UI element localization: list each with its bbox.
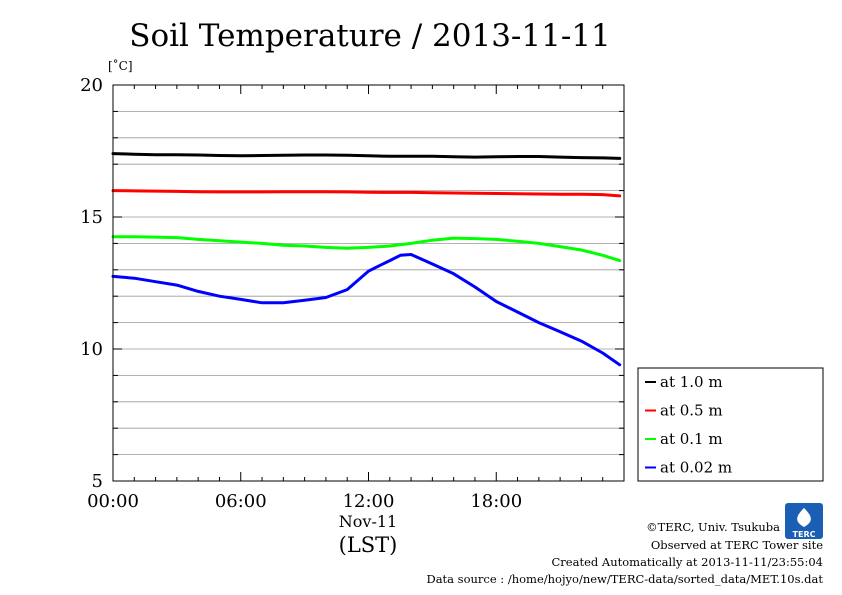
grid-lines: [113, 111, 624, 456]
legend-label: at 0.5 m: [660, 402, 723, 420]
credit-created: Created Automatically at 2013-11-11/23:5…: [552, 555, 824, 569]
date-label: Nov-11: [339, 512, 397, 531]
credit-source: Data source : /home/hojyo/new/TERC-data/…: [426, 572, 823, 586]
x-tick-label: 18:00: [470, 491, 522, 512]
x-axis-label: (LST): [339, 533, 398, 557]
chart-title: Soil Temperature / 2013-11-11: [129, 18, 611, 54]
legend-box: [637, 367, 824, 482]
legend-label: at 0.02 m: [660, 459, 732, 477]
data-series: [111, 152, 622, 367]
series-line-at-1-0-m: [111, 152, 622, 160]
y-axis-label: [˚C]: [108, 58, 133, 73]
x-tick-label: 06:00: [215, 491, 267, 512]
legend: at 1.0 m at 0.5 m at 0.1 m at 0.02 m: [637, 367, 824, 482]
legend-label: at 1.0 m: [660, 373, 723, 391]
credit-copyright: ©TERC, Univ. Tsukuba: [646, 520, 780, 534]
y-tick-label: 10: [80, 339, 103, 360]
plot-frame: [112, 84, 625, 482]
x-tick-label: 12:00: [343, 491, 395, 512]
series-line-at-0-5-m: [111, 189, 622, 198]
logo-emblem: [797, 508, 811, 527]
series-line-at-0-02-m: [111, 253, 622, 367]
credit-observed: Observed at TERC Tower site: [651, 538, 823, 552]
y-tick-label: 20: [80, 75, 103, 96]
terc-logo: TERC: [785, 503, 823, 539]
x-axis-ticks: 00:00 06:00 12:00 18:00: [87, 85, 625, 512]
y-axis-ticks: 5 10 15 20: [80, 75, 624, 492]
logo-text: TERC: [793, 530, 816, 539]
x-tick-label: 00:00: [87, 491, 139, 512]
y-tick-label: 5: [92, 471, 103, 492]
y-tick-label: 15: [80, 207, 103, 228]
legend-label: at 0.1 m: [660, 430, 723, 448]
series-line-at-0-1-m: [111, 235, 622, 263]
